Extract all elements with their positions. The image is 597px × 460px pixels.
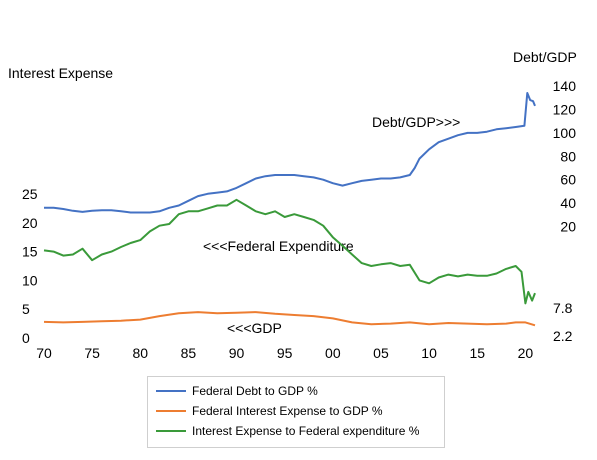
legend-swatch-interest-gdp	[156, 410, 186, 412]
left-tick-label: 5	[22, 301, 30, 317]
gdp-annotation: <<<GDP	[227, 320, 282, 336]
x-axis-ticks: 70 75 80 85 90 95 00 05 10 15 20	[36, 345, 533, 361]
legend-label-interest-gdp: Federal Interest Expense to GDP %	[192, 404, 383, 418]
series-line-0	[44, 92, 536, 214]
debt-annotation: Debt/GDP>>>	[372, 114, 460, 130]
x-tick-label: 20	[518, 345, 534, 361]
x-tick-label: 95	[277, 345, 293, 361]
left-tick-label: 20	[22, 215, 38, 231]
legend: Federal Debt to GDP % Federal Interest E…	[147, 376, 445, 448]
x-tick-label: 90	[229, 345, 245, 361]
legend-label-interest-expenditure: Interest Expense to Federal expenditure …	[192, 424, 420, 438]
legend-label-debt: Federal Debt to GDP %	[192, 384, 318, 398]
expenditure-annotation: <<<Federal Expenditure	[203, 238, 354, 254]
x-tick-label: 05	[373, 345, 389, 361]
right-tick-label: 60	[560, 172, 576, 188]
series-line-2	[43, 198, 536, 305]
x-tick-label: 85	[181, 345, 197, 361]
right-tick-label: 140	[553, 78, 577, 94]
legend-item-interest-expenditure: Interest Expense to Federal expenditure …	[156, 421, 444, 441]
legend-swatch-interest-expenditure	[156, 430, 186, 432]
right-tick-label: 80	[560, 148, 576, 164]
right-axis-ticks: 20 40 60 80 100 120 140	[553, 78, 577, 235]
right-axis-title: Debt/GDP	[513, 49, 577, 65]
x-tick-label: 75	[84, 345, 100, 361]
legend-swatch-debt	[156, 390, 186, 392]
right-tick-label: 40	[560, 195, 576, 211]
left-tick-label: 10	[22, 272, 38, 288]
right-tick-label: 120	[553, 101, 577, 117]
series-line-1	[43, 311, 536, 327]
left-tick-label: 0	[22, 330, 30, 346]
right-tick-label: 100	[553, 125, 577, 141]
left-tick-label: 15	[22, 244, 38, 260]
x-tick-label: 00	[325, 345, 341, 361]
end-label-interest-expenditure: 7.8	[553, 300, 573, 316]
legend-item-debt: Federal Debt to GDP %	[156, 381, 444, 401]
left-axis-ticks: 0 5 10 15 20 25	[22, 186, 38, 346]
left-axis-title: Interest Expense	[8, 65, 113, 81]
x-tick-label: 10	[421, 345, 437, 361]
x-tick-label: 80	[132, 345, 148, 361]
right-tick-label: 20	[560, 219, 576, 235]
end-label-interest-gdp: 2.2	[553, 328, 573, 344]
x-tick-label: 15	[469, 345, 485, 361]
left-tick-label: 25	[22, 186, 38, 202]
series-lines	[43, 92, 536, 327]
legend-item-interest-gdp: Federal Interest Expense to GDP %	[156, 401, 444, 421]
x-tick-label: 70	[36, 345, 52, 361]
